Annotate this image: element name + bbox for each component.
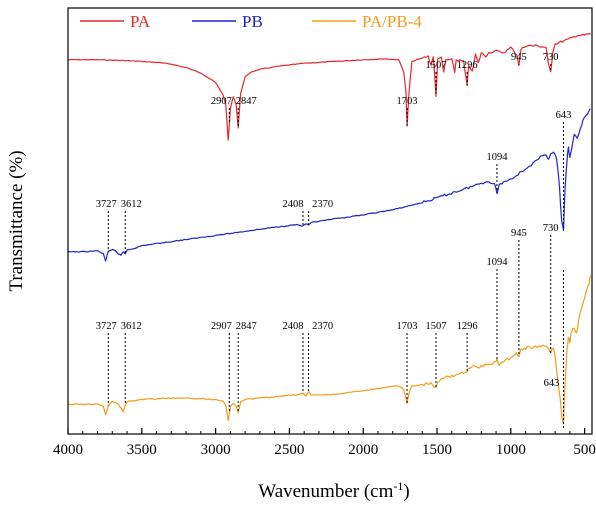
peak-label: 1296: [457, 321, 478, 332]
legend-label: PA: [130, 12, 151, 31]
peak-label: 643: [556, 110, 572, 121]
peak-label: 945: [511, 52, 527, 63]
peak-label: 1094: [486, 152, 508, 163]
peak-label: 2370: [312, 199, 333, 210]
x-tick-label: 2500: [274, 442, 304, 458]
annotation-layer: 2907 2847 1703 1507 1296 945 730 3727 3612 2408 23…: [96, 52, 572, 430]
x-axis-title: Wavenumber (cm-1): [258, 479, 409, 502]
series-layer: [67, 32, 592, 425]
peak-label: 3727: [96, 321, 117, 332]
peak-label: 1296: [457, 60, 478, 71]
peak-label: 730: [543, 52, 559, 63]
x-axis-title-main: Wavenumber (cm: [258, 481, 393, 502]
series-line-pa-pb-4: [67, 275, 592, 425]
peak-label: 1507: [425, 60, 446, 71]
peak-label: 1507: [425, 321, 446, 332]
peak-label: 3612: [121, 199, 142, 210]
x-tick-label: 4000: [53, 442, 83, 458]
legend-label: PB: [242, 12, 263, 31]
peak-label: 2408: [282, 321, 303, 332]
peak-label: 643: [544, 378, 560, 389]
x-axis: 4000 3500 3000 2500 2000 1500 1000 500: [53, 428, 596, 458]
peak-label: 1703: [397, 321, 418, 332]
peak-label: 945: [511, 228, 527, 239]
series-line-pb: [67, 108, 591, 262]
x-tick-label: 500: [573, 442, 596, 458]
peak-label: 2847: [236, 96, 257, 107]
peak-label: 3612: [121, 321, 142, 332]
x-tick-label: 3500: [127, 442, 157, 458]
peak-label: 3727: [96, 199, 117, 210]
peak-label: 2370: [312, 321, 333, 332]
peak-label: 2907: [211, 96, 232, 107]
plot-frame: [67, 7, 593, 435]
peak-label: 730: [543, 223, 559, 234]
x-tick-label: 1000: [496, 442, 526, 458]
peak-label: 2907: [211, 321, 232, 332]
peak-label: 1703: [397, 96, 418, 107]
peak-label: 2847: [236, 321, 257, 332]
x-tick-label: 2000: [348, 442, 378, 458]
x-tick-label: 1500: [422, 442, 452, 458]
peak-label: 2408: [282, 199, 303, 210]
y-axis-title: Transmittance (%): [6, 150, 27, 291]
legend: PA PB PA/PB-4: [80, 12, 422, 31]
peak-label: 1094: [486, 257, 508, 268]
x-axis-title-close: ): [403, 481, 409, 502]
x-axis-title-superscript: -1: [393, 479, 403, 493]
x-tick-label: 3000: [201, 442, 231, 458]
series-line-pa: [67, 32, 591, 141]
legend-label: PA/PB-4: [362, 12, 422, 31]
